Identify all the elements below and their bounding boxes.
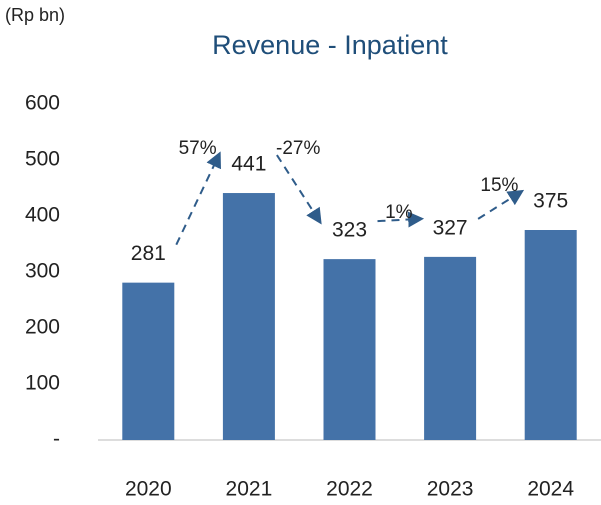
bar — [524, 230, 577, 440]
y-tick-label: 600 — [25, 92, 60, 115]
growth-arrow — [175, 151, 221, 246]
x-tick-label: 2023 — [427, 478, 474, 501]
x-tick-label: 2021 — [226, 478, 273, 501]
bar — [222, 193, 275, 440]
data-label: 327 — [433, 216, 468, 239]
growth-label: 15% — [480, 175, 518, 196]
growth-label: 1% — [385, 202, 413, 223]
growth-label: -27% — [276, 138, 320, 159]
x-tick-label: 2024 — [527, 478, 574, 501]
y-tick-label: 100 — [25, 372, 60, 395]
data-label: 323 — [332, 219, 367, 242]
bar — [323, 259, 376, 440]
chart-title: Revenue - Inpatient — [212, 30, 448, 60]
y-tick-label: 300 — [25, 260, 60, 283]
growth-arrow — [276, 154, 322, 225]
bar — [424, 256, 477, 440]
bar — [122, 282, 175, 440]
y-tick-label: 400 — [25, 204, 60, 227]
growth-label: 57% — [179, 138, 217, 159]
x-tick-label: 2022 — [326, 478, 373, 501]
y-tick-label: 500 — [25, 148, 60, 171]
y-tick-label: - — [53, 428, 60, 451]
x-tick-label: 2020 — [125, 478, 172, 501]
data-label: 441 — [231, 153, 266, 176]
growth-arrow — [377, 211, 425, 228]
data-label: 375 — [533, 190, 568, 213]
data-label: 281 — [131, 242, 166, 265]
growth-arrow — [477, 189, 525, 220]
unit-label: (Rp bn) — [5, 5, 65, 25]
y-tick-label: 200 — [25, 316, 60, 339]
